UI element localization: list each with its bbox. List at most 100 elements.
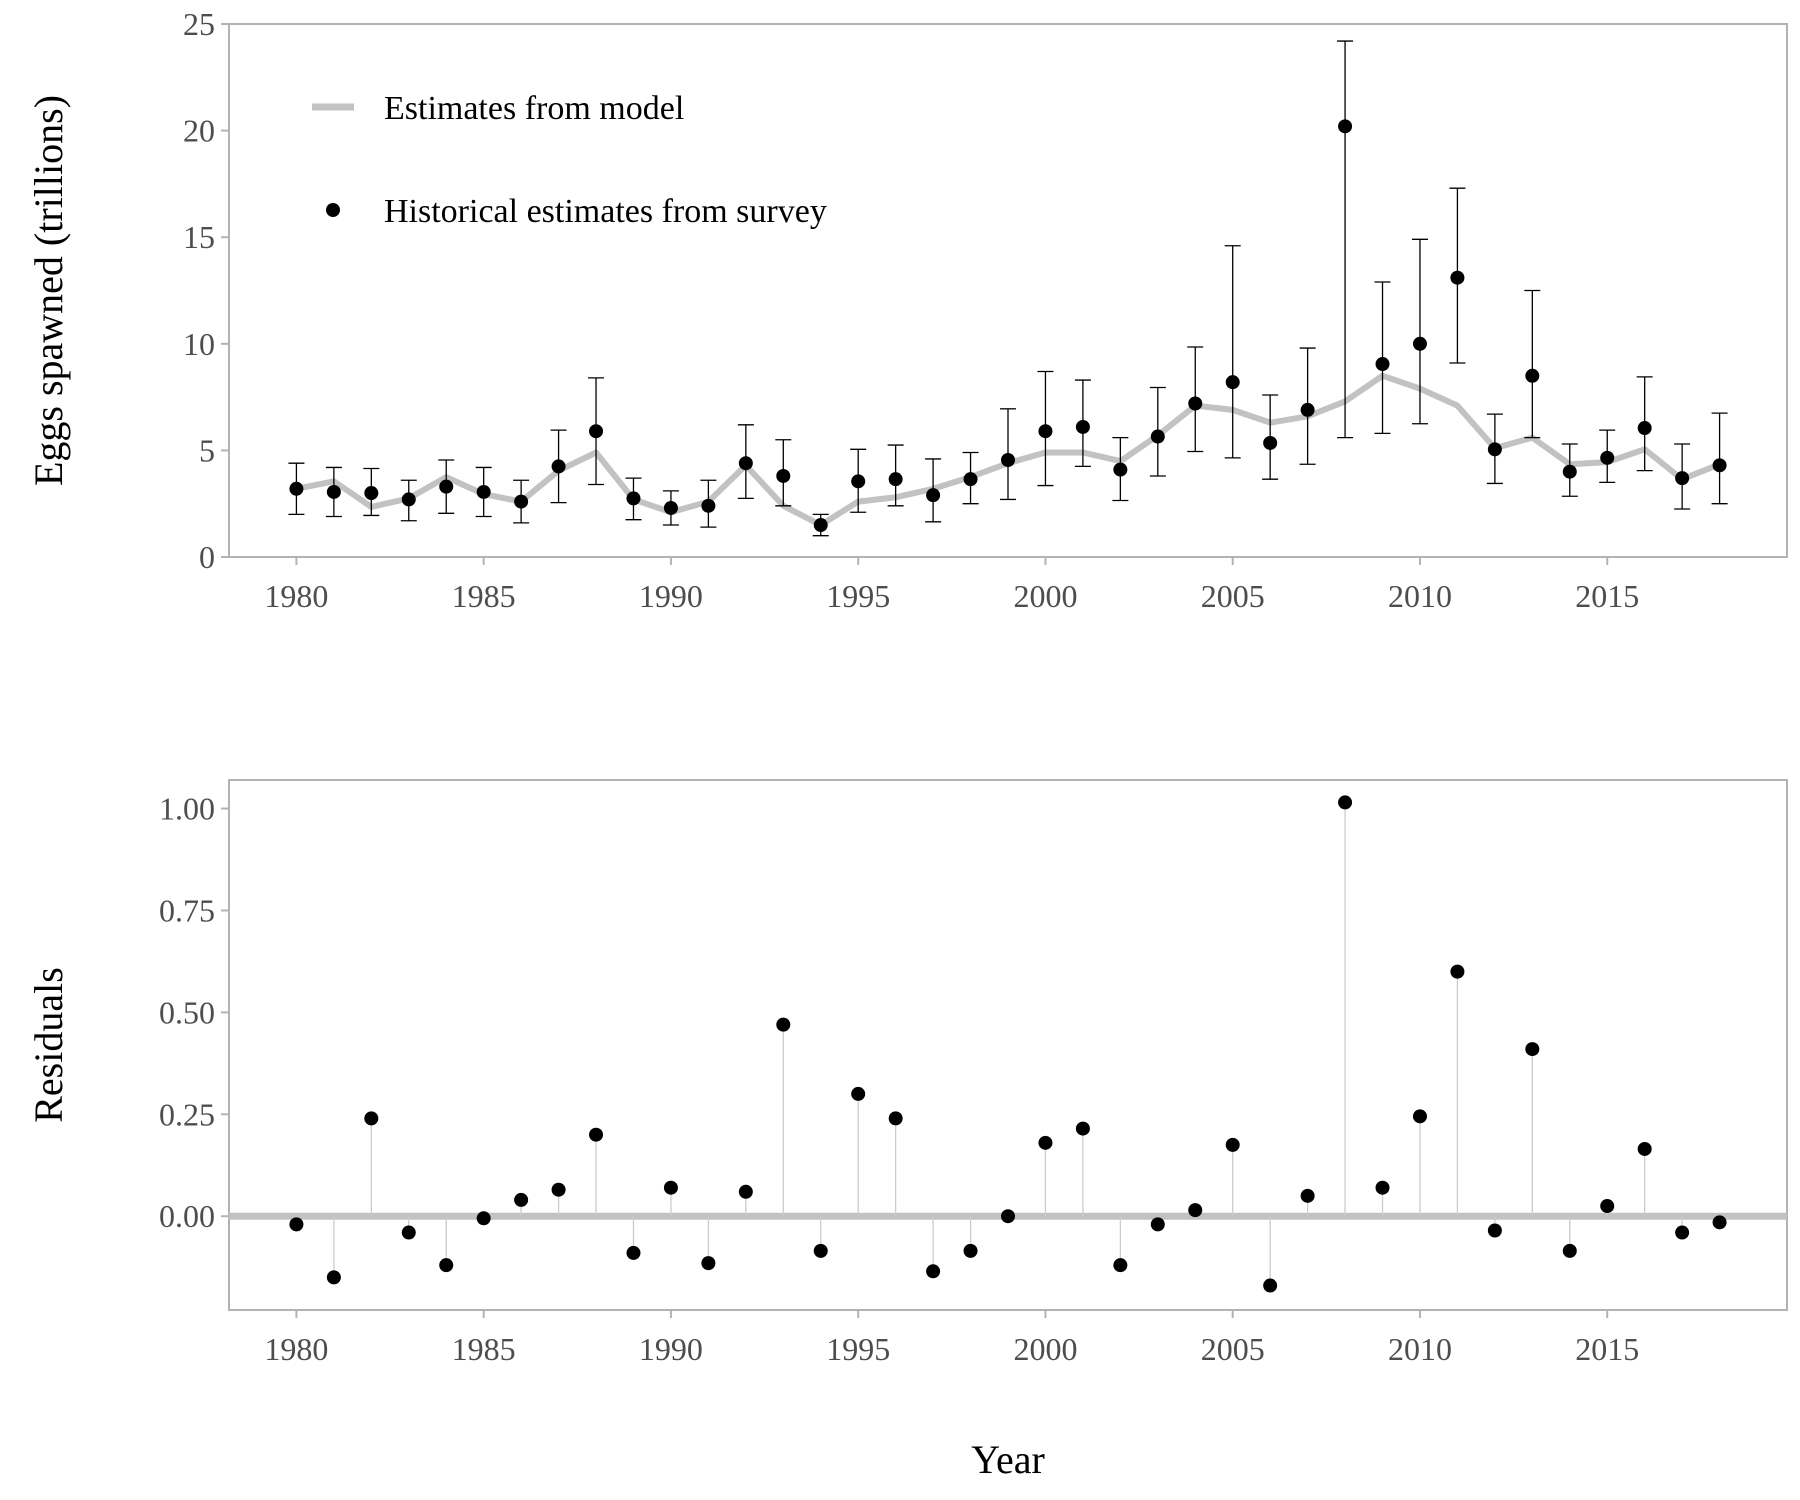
survey-point bbox=[514, 494, 529, 509]
y-tick-label: 20 bbox=[183, 113, 215, 149]
y-tick-label: 10 bbox=[183, 326, 215, 362]
x-tick-label: 2015 bbox=[1575, 1331, 1639, 1367]
residual-point bbox=[1712, 1215, 1727, 1230]
residual-point bbox=[1300, 1188, 1315, 1203]
survey-point bbox=[1075, 419, 1090, 434]
y-tick-label: 0.00 bbox=[159, 1198, 215, 1234]
residual-point bbox=[589, 1127, 604, 1142]
residual-point bbox=[476, 1211, 491, 1226]
residual-point bbox=[364, 1111, 379, 1126]
top-plot-frame bbox=[228, 23, 1788, 558]
bottom-panel: 0.00 0.25 0.50 0.75 1.00 1980 1985 1990 1995 2000… bbox=[26, 779, 1788, 1482]
survey-point bbox=[476, 484, 491, 499]
legend-survey-key bbox=[326, 203, 340, 217]
residual-point bbox=[514, 1192, 529, 1207]
survey-point bbox=[1562, 464, 1577, 479]
survey-point bbox=[776, 468, 791, 483]
residual-point bbox=[813, 1243, 828, 1258]
residual-point bbox=[663, 1180, 678, 1195]
survey-point bbox=[1487, 442, 1502, 457]
x-tick-label: 1980 bbox=[264, 1331, 328, 1367]
x-axis-title: Year bbox=[971, 1437, 1045, 1482]
y-tick-label: 25 bbox=[183, 6, 215, 42]
x-tick-label: 1995 bbox=[826, 578, 890, 614]
survey-point bbox=[1038, 424, 1053, 439]
survey-point bbox=[851, 474, 866, 489]
x-tick-label: 2010 bbox=[1388, 578, 1452, 614]
y-axis-title: Residuals bbox=[26, 967, 71, 1123]
residual-point bbox=[1600, 1199, 1615, 1214]
survey-point bbox=[1188, 396, 1203, 411]
survey-point bbox=[738, 456, 753, 471]
residual-point bbox=[1188, 1203, 1203, 1218]
survey-point bbox=[551, 459, 566, 474]
residual-point bbox=[1001, 1209, 1015, 1224]
x-tick-label: 2000 bbox=[1013, 1331, 1077, 1367]
residual-point bbox=[439, 1258, 454, 1273]
residual-point bbox=[1675, 1225, 1690, 1240]
survey-point bbox=[1675, 471, 1690, 486]
y-tick-label: 15 bbox=[183, 219, 215, 255]
residual-point bbox=[1150, 1217, 1165, 1232]
y-tick-label: 0.75 bbox=[159, 892, 215, 928]
legend-survey-label: Historical estimates from survey bbox=[384, 193, 827, 230]
survey-point bbox=[1225, 375, 1240, 390]
x-tick-label: 1985 bbox=[452, 1331, 516, 1367]
x-tick-label: 2000 bbox=[1013, 578, 1077, 614]
survey-point bbox=[1338, 119, 1353, 134]
survey-point bbox=[701, 498, 716, 513]
survey-point bbox=[1412, 336, 1427, 351]
survey-point bbox=[1600, 450, 1615, 465]
survey-point bbox=[1113, 462, 1128, 477]
residual-point bbox=[401, 1225, 416, 1240]
residual-point bbox=[289, 1217, 304, 1232]
residual-point bbox=[1113, 1258, 1128, 1273]
survey-point bbox=[663, 500, 678, 515]
x-tick-label: 2015 bbox=[1575, 578, 1639, 614]
residual-point bbox=[1225, 1137, 1240, 1152]
top-panel: 0 5 10 15 20 25 1980 1985 1990 1995 2000 2005 2010 20… bbox=[26, 6, 1788, 614]
survey-point bbox=[888, 472, 903, 487]
residual-point bbox=[701, 1256, 716, 1271]
survey-point bbox=[926, 488, 941, 503]
y-axis-title: Eggs spawned (trillions) bbox=[26, 95, 71, 486]
residual-point bbox=[1450, 964, 1465, 979]
survey-point bbox=[1525, 368, 1540, 383]
survey-point bbox=[401, 492, 416, 507]
residual-point bbox=[1412, 1109, 1427, 1124]
residual-point bbox=[1525, 1042, 1540, 1057]
survey-point bbox=[1450, 270, 1465, 285]
residual-point bbox=[626, 1245, 641, 1260]
survey-point bbox=[439, 479, 454, 494]
residual-point bbox=[551, 1182, 566, 1197]
residual-point bbox=[963, 1243, 978, 1258]
survey-point bbox=[589, 424, 604, 439]
residual-point bbox=[1075, 1121, 1090, 1136]
x-tick-label: 1985 bbox=[452, 578, 516, 614]
residual-point bbox=[1338, 795, 1353, 810]
x-tick-label: 1995 bbox=[826, 1331, 890, 1367]
x-tick-label: 2005 bbox=[1201, 1331, 1265, 1367]
residual-point bbox=[1562, 1243, 1577, 1258]
y-tick-label: 5 bbox=[199, 432, 215, 468]
y-tick-label: 0.50 bbox=[159, 994, 215, 1030]
residual-point bbox=[1637, 1141, 1652, 1156]
survey-point bbox=[1001, 452, 1015, 467]
residual-point bbox=[1487, 1223, 1502, 1238]
survey-point bbox=[963, 472, 978, 487]
residual-point bbox=[326, 1270, 341, 1285]
residual-point bbox=[851, 1086, 866, 1101]
survey-point bbox=[1300, 402, 1315, 417]
residual-point bbox=[1375, 1180, 1390, 1195]
survey-point bbox=[1150, 429, 1165, 444]
survey-point bbox=[364, 486, 379, 501]
survey-point bbox=[1712, 458, 1727, 473]
bottom-plot-frame bbox=[228, 779, 1788, 1311]
residual-point bbox=[1038, 1135, 1053, 1150]
x-tick-label: 2010 bbox=[1388, 1331, 1452, 1367]
y-tick-label: 0 bbox=[199, 539, 215, 575]
x-tick-label: 1990 bbox=[639, 1331, 703, 1367]
survey-point bbox=[289, 481, 304, 496]
survey-point bbox=[813, 518, 828, 533]
residual-point bbox=[1263, 1278, 1278, 1293]
